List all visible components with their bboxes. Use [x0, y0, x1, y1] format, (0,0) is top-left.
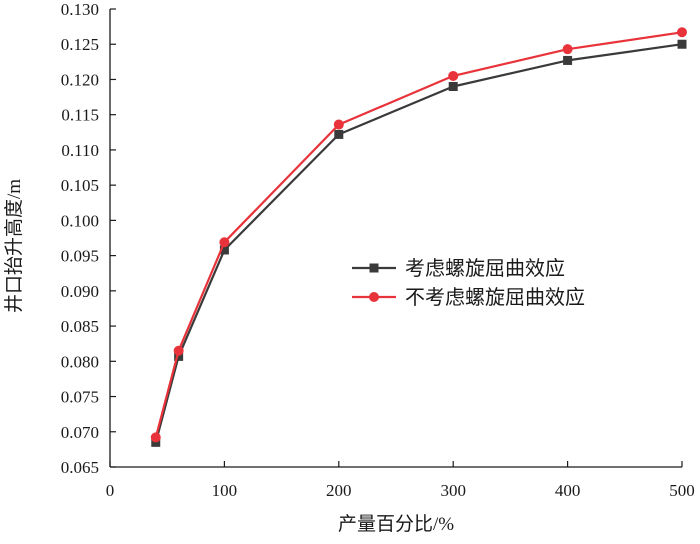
- axes: 0.065 0.070 0.075 0.080 0.085 0.090 0.095 0.100…: [61, 0, 695, 500]
- x-tick-label: 400: [555, 481, 581, 500]
- y-axis-title: 井口抬升高度/m: [3, 179, 25, 313]
- y-tick-label: 0.100: [61, 211, 99, 230]
- data-point-circle: [562, 44, 573, 55]
- series-2: [150, 27, 687, 443]
- y-tick-label: 0.080: [61, 352, 99, 371]
- series-1: [151, 39, 687, 447]
- x-tick-label: 100: [212, 481, 238, 500]
- y-tick-label: 0.075: [61, 388, 99, 407]
- legend-label: 考虑螺旋屈曲效应: [405, 256, 565, 280]
- data-point-circle: [677, 27, 687, 38]
- legend-label: 不考虑螺旋屈曲效应: [405, 285, 585, 309]
- series-layer: [150, 27, 687, 447]
- data-point-square: [448, 82, 458, 92]
- legend-entry-2: 不考虑螺旋屈曲效应: [352, 285, 585, 309]
- data-point-square: [677, 39, 687, 49]
- x-tick-label: 300: [440, 481, 466, 500]
- series-line: [154, 43, 683, 443]
- data-point-square: [219, 245, 229, 255]
- legend-marker-square: [369, 263, 379, 273]
- y-tick-label: 0.110: [61, 141, 99, 160]
- y-tick-label: 0.120: [61, 70, 99, 89]
- x-axis-title: 产量百分比/%: [338, 513, 454, 535]
- y-tick-label: 0.085: [61, 317, 99, 336]
- legend-entry-1: 考虑螺旋屈曲效应: [352, 256, 565, 280]
- data-point-square: [174, 351, 184, 361]
- data-point-square: [563, 55, 573, 65]
- y-tick-label: 0.065: [61, 458, 99, 477]
- y-tick-label: 0.115: [61, 106, 99, 125]
- x-tick-label: 0: [106, 481, 115, 500]
- y-tick-label: 0.130: [61, 0, 99, 19]
- data-point-circle: [448, 70, 459, 81]
- data-point-circle: [333, 119, 344, 130]
- y-tick-label: 0.125: [61, 35, 99, 54]
- data-point-circle: [219, 237, 230, 248]
- data-point-circle: [150, 432, 161, 443]
- data-point-circle: [173, 345, 184, 356]
- x-tick-label: 500: [669, 481, 695, 500]
- data-point-square: [334, 129, 344, 139]
- y-tick-label: 0.105: [61, 176, 99, 195]
- x-tick-label: 200: [326, 481, 352, 500]
- y-tick-label: 0.090: [61, 282, 99, 301]
- y-tick-label: 0.070: [61, 423, 99, 442]
- legend-marker-circle: [369, 292, 379, 302]
- series-line: [154, 31, 683, 438]
- y-tick-label: 0.095: [61, 247, 99, 266]
